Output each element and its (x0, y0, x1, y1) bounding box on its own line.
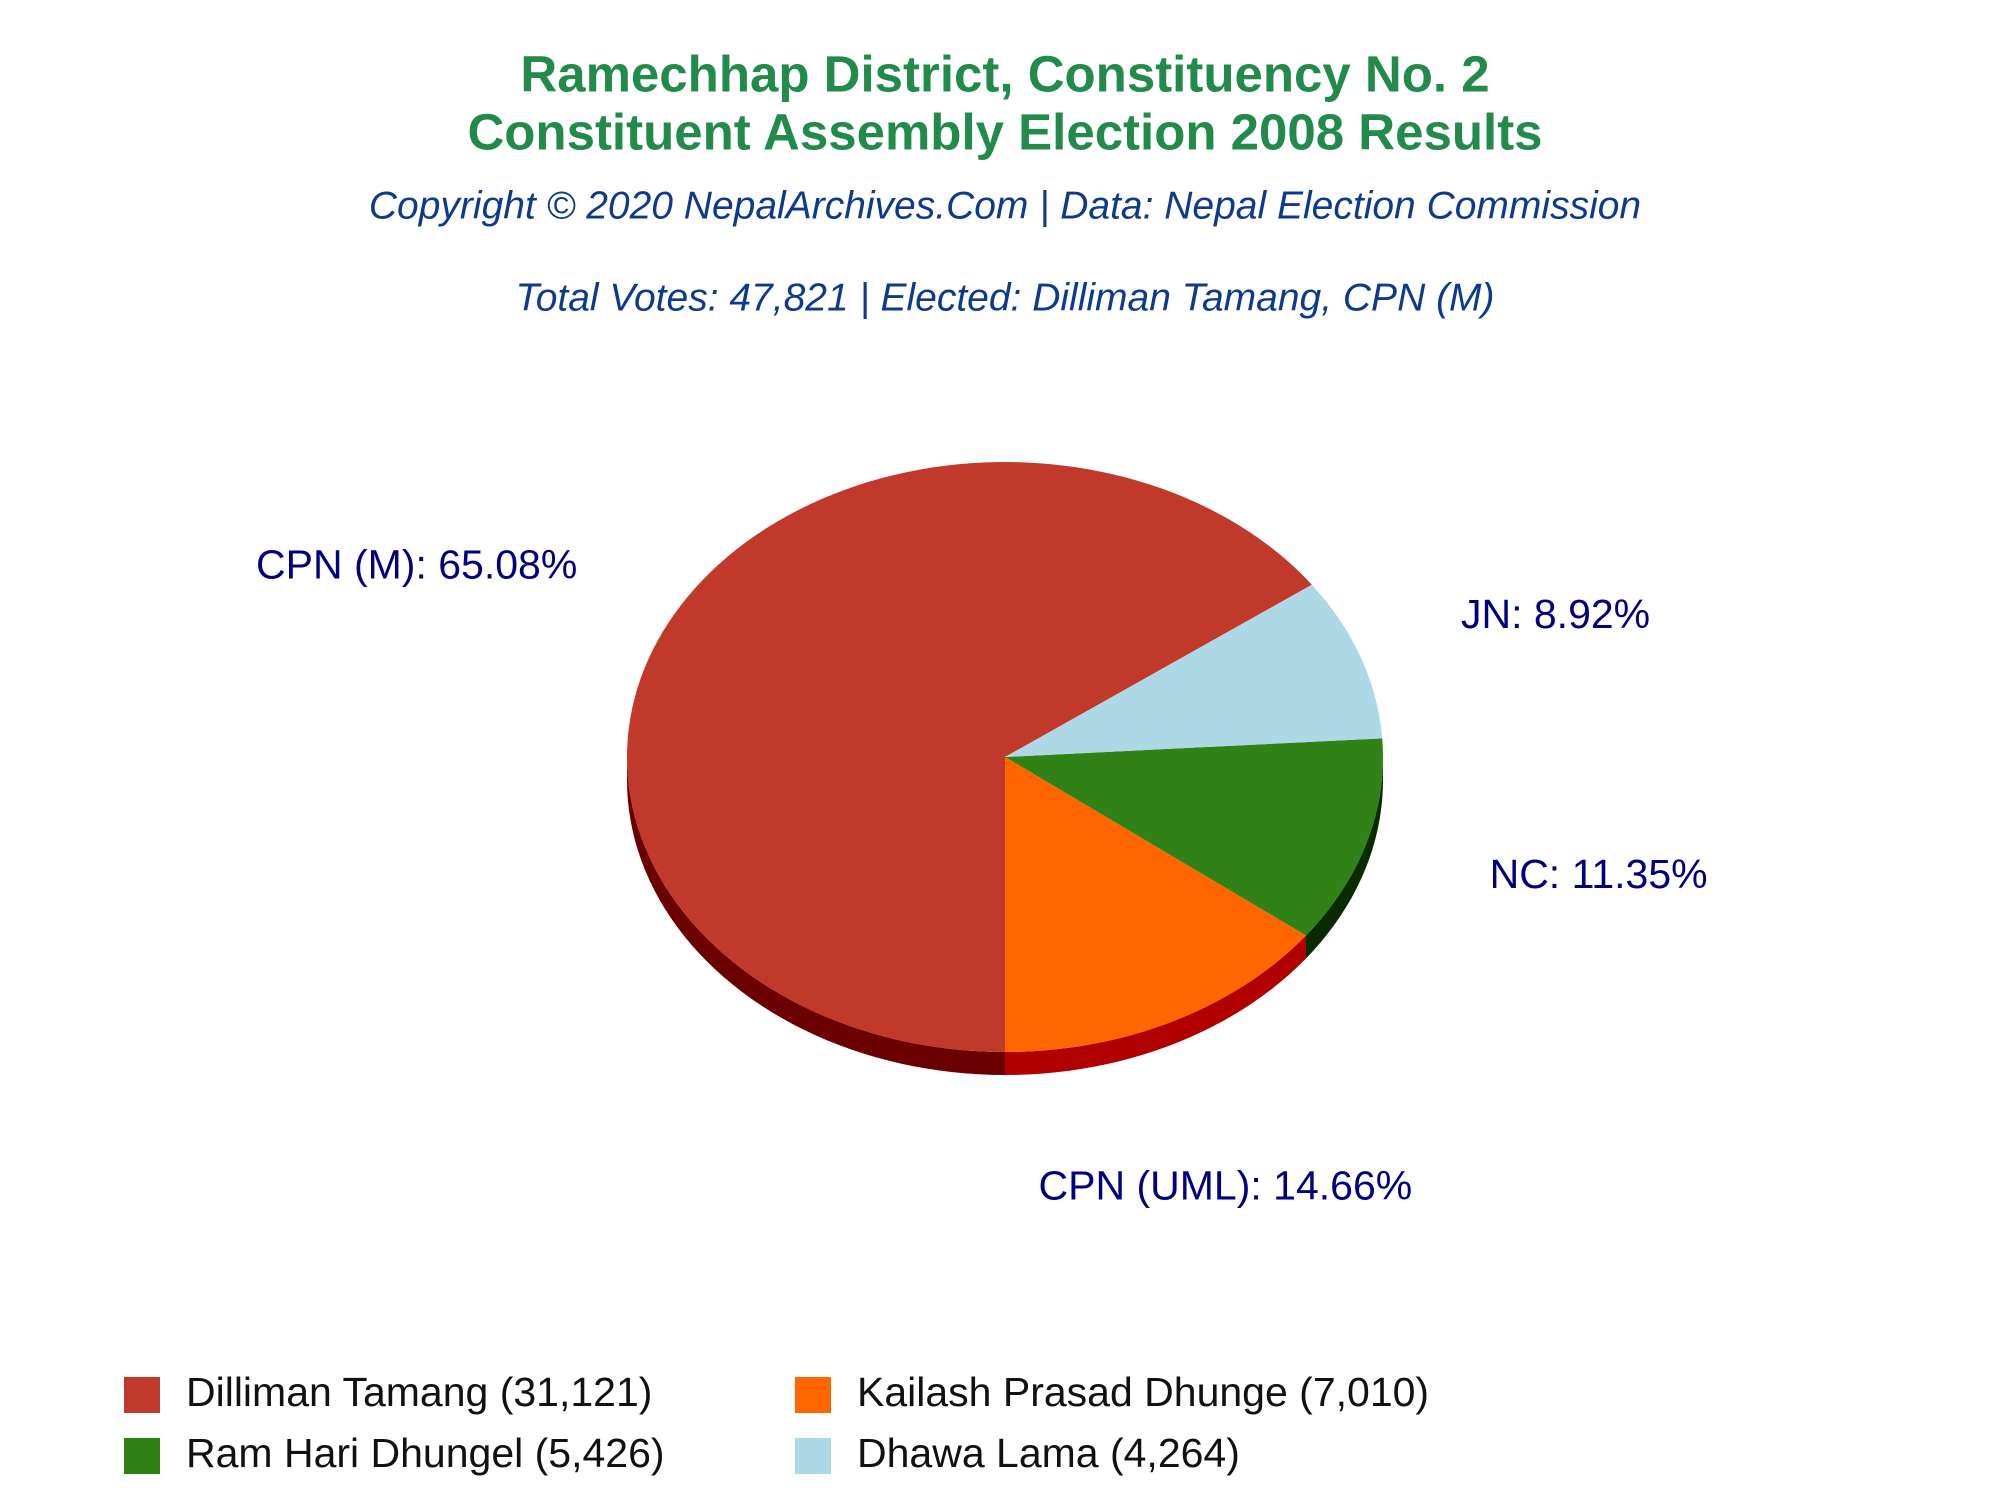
legend-label: Dhawa Lama (4,264) (857, 1430, 1240, 1476)
pie-side (1005, 935, 1306, 1075)
legend-label: Ram Hari Dhungel (5,426) (186, 1430, 665, 1476)
legend-swatch (795, 1377, 831, 1413)
pie-side (1305, 757, 1383, 959)
data-label: CPN (M): 65.08% (256, 542, 577, 588)
data-label: JN: 8.92% (1461, 591, 1650, 637)
legend-swatch (795, 1438, 831, 1474)
pie-slice (1005, 757, 1306, 1052)
chart-title: Constituent Assembly Election 2008 Resul… (467, 103, 1542, 160)
data-label: CPN (UML): 14.66% (1039, 1163, 1413, 1209)
legend-swatch (124, 1377, 160, 1413)
chart-note: Total Votes: 47,821 | Elected: Dilliman … (515, 276, 1494, 319)
pie-slice (1005, 584, 1383, 757)
pie-slice (1005, 738, 1383, 936)
chart-subtitle: Copyright © 2020 NepalArchives.Com | Dat… (369, 184, 1641, 227)
chart-title: Ramechhap District, Constituency No. 2 (520, 45, 1489, 102)
legend-label: Kailash Prasad Dhunge (7,010) (857, 1369, 1429, 1415)
data-label: NC: 11.35% (1490, 851, 1708, 897)
legend-label: Dilliman Tamang (31,121) (186, 1369, 652, 1415)
pie-slice (627, 462, 1312, 1053)
legend-swatch (124, 1438, 160, 1474)
